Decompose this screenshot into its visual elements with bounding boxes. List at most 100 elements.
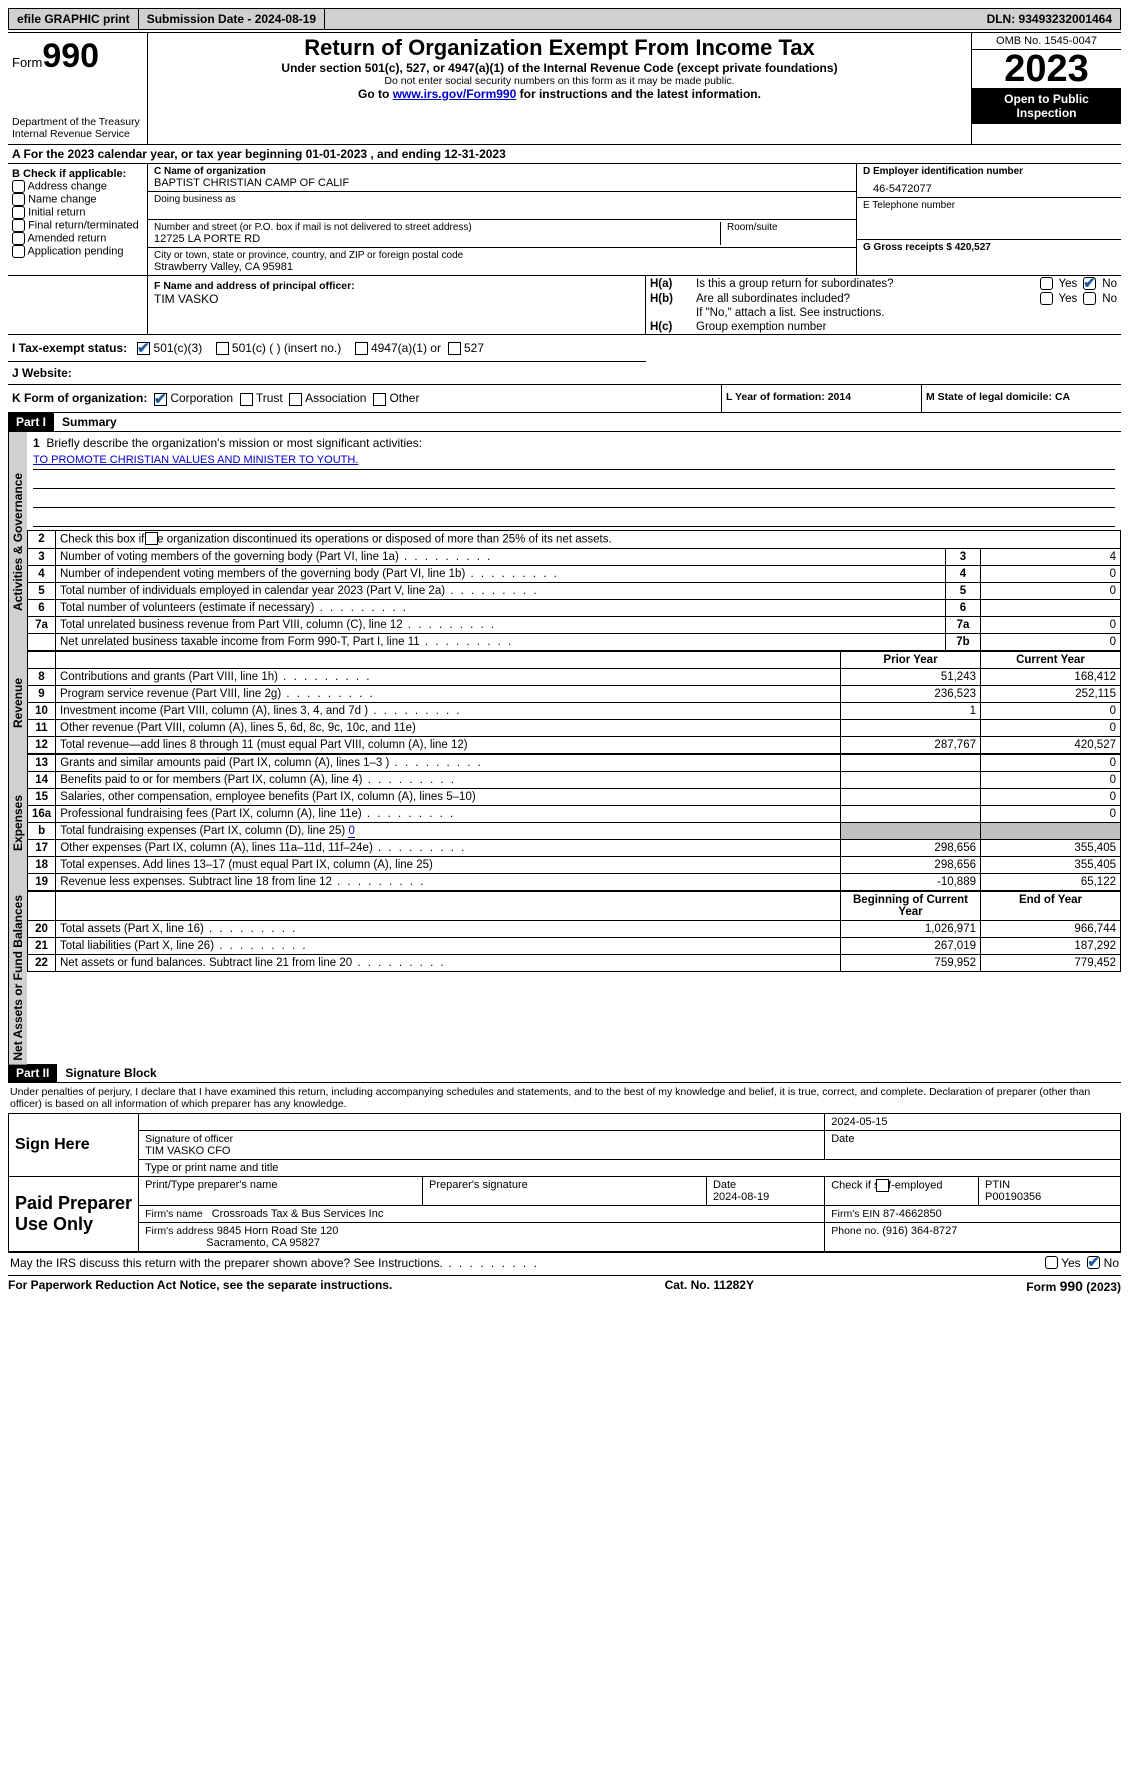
line-a-tax-year: A For the 2023 calendar year, or tax yea… (8, 144, 1121, 163)
irs-link[interactable]: www.irs.gov/Form990 (393, 87, 517, 101)
sig-date: 2024-05-15 (825, 1114, 1121, 1131)
val-6 (981, 599, 1121, 616)
e20: 966,744 (981, 920, 1121, 937)
check-name-change[interactable] (12, 193, 25, 206)
f-h-block: F Name and address of principal officer:… (8, 275, 1121, 334)
subtitle-2: Do not enter social security numbers on … (156, 75, 963, 87)
g-gross-receipts: G Gross receipts $ 420,527 (863, 242, 1115, 253)
i-label: I Tax-exempt status: (12, 341, 127, 355)
discuss-yes[interactable] (1045, 1256, 1058, 1269)
firm-addr-2: Sacramento, CA 95827 (206, 1237, 320, 1249)
self-employed: Check if self-employed (825, 1177, 979, 1206)
discuss-no[interactable] (1087, 1256, 1100, 1269)
entity-info-block: B Check if applicable: Address change Na… (8, 163, 1121, 275)
line-17: Other expenses (Part IX, column (A), lin… (56, 839, 841, 856)
c12: 420,527 (981, 736, 1121, 753)
check-address-change[interactable] (12, 180, 25, 193)
line-22: Net assets or fund balances. Subtract li… (56, 954, 841, 971)
line-7b: Net unrelated business taxable income fr… (56, 633, 946, 650)
net-assets-section: Net Assets or Fund Balances Beginning of… (8, 891, 1121, 1065)
i-j-block: I Tax-exempt status: 501(c)(3) 501(c) ( … (8, 334, 1121, 384)
check-assoc[interactable] (289, 393, 302, 406)
check-trust[interactable] (240, 393, 253, 406)
val-7a: 0 (981, 616, 1121, 633)
line-16a: Professional fundraising fees (Part IX, … (56, 805, 841, 822)
check-4947[interactable] (355, 342, 368, 355)
l-year-formation: L Year of formation: 2014 (721, 385, 921, 411)
ha-no[interactable] (1083, 277, 1096, 290)
tax-year: 2023 (972, 50, 1121, 88)
c10: 0 (981, 702, 1121, 719)
val-4: 0 (981, 565, 1121, 582)
check-501c[interactable] (216, 342, 229, 355)
firm-phone: (916) 364-8727 (882, 1225, 957, 1237)
check-501c3[interactable] (137, 342, 150, 355)
eoy-header: End of Year (981, 891, 1121, 920)
hb-no[interactable] (1083, 292, 1096, 305)
line-11: Other revenue (Part VIII, column (A), li… (56, 719, 841, 736)
c17: 355,405 (981, 839, 1121, 856)
page-footer: For Paperwork Reduction Act Notice, see … (8, 1275, 1121, 1294)
form-header: Form990 Department of the Treasury Inter… (8, 32, 1121, 144)
line-10: Investment income (Part VIII, column (A)… (56, 702, 841, 719)
check-other[interactable] (373, 393, 386, 406)
j-website-label: J Website: (12, 366, 72, 380)
check-discontinued[interactable] (145, 532, 158, 545)
f-label: F Name and address of principal officer: (154, 280, 639, 292)
city-state-zip: Strawberry Valley, CA 95981 (154, 261, 850, 273)
side-revenue: Revenue (8, 651, 27, 754)
check-app-pending[interactable] (12, 245, 25, 258)
form-ref: Form 990 (2023) (1026, 1278, 1121, 1294)
check-self-employed[interactable] (876, 1179, 889, 1192)
ha-label: H(a) (650, 278, 690, 290)
p10: 1 (841, 702, 981, 719)
dept-treasury: Department of the Treasury (12, 116, 143, 128)
city-label: City or town, state or province, country… (154, 250, 850, 261)
line-7a: Total unrelated business revenue from Pa… (56, 616, 946, 633)
hb-yes[interactable] (1040, 292, 1053, 305)
check-corp[interactable] (154, 393, 167, 406)
check-initial-return[interactable] (12, 206, 25, 219)
efile-print-button[interactable]: efile GRAPHIC print (9, 9, 139, 29)
c19: 65,122 (981, 873, 1121, 890)
line-3: Number of voting members of the governin… (56, 548, 946, 565)
d-ein-label: D Employer identification number (863, 166, 1115, 177)
line-19: Revenue less expenses. Subtract line 18 … (56, 873, 841, 890)
check-final-return[interactable] (12, 219, 25, 232)
line-1-label: Briefly describe the organization's miss… (46, 436, 422, 450)
e22: 779,452 (981, 954, 1121, 971)
hc-label: Group exemption number (696, 321, 826, 333)
line-8: Contributions and grants (Part VIII, lin… (56, 668, 841, 685)
p9: 236,523 (841, 685, 981, 702)
top-bar: efile GRAPHIC print Submission Date - 20… (8, 8, 1121, 30)
expenses-section: Expenses 13Grants and similar amounts pa… (8, 754, 1121, 891)
prior-year-header: Prior Year (841, 651, 981, 668)
governance-section: Activities & Governance 1 Briefly descri… (8, 431, 1121, 651)
line-4: Number of independent voting members of … (56, 565, 946, 582)
val-5: 0 (981, 582, 1121, 599)
line-15: Salaries, other compensation, employee b… (56, 788, 841, 805)
k-label: K Form of organization: (12, 391, 147, 405)
line-9: Program service revenue (Part VIII, line… (56, 685, 841, 702)
side-net-assets: Net Assets or Fund Balances (8, 891, 27, 1065)
b22: 759,952 (841, 954, 981, 971)
b-label: B Check if applicable: (12, 168, 143, 180)
check-527[interactable] (448, 342, 461, 355)
m-domicile: M State of legal domicile: CA (921, 385, 1121, 411)
form-number: Form990 (12, 37, 143, 76)
submission-date: Submission Date - 2024-08-19 (139, 9, 325, 29)
side-governance: Activities & Governance (8, 432, 27, 651)
check-amended[interactable] (12, 232, 25, 245)
sig-officer-label: Signature of officer (145, 1133, 818, 1145)
ha-yes[interactable] (1040, 277, 1053, 290)
discuss-row: May the IRS discuss this return with the… (8, 1252, 1121, 1273)
line-6: Total number of volunteers (estimate if … (56, 599, 946, 616)
form-title: Return of Organization Exempt From Incom… (156, 35, 963, 61)
dln: DLN: 93493232001464 (979, 9, 1120, 29)
hb-label: H(b) (650, 293, 690, 305)
sign-here-label: Sign Here (9, 1114, 139, 1177)
ein-value: 46-5472077 (863, 177, 1115, 195)
part-1-header: Part ISummary (8, 413, 1121, 431)
p17: 298,656 (841, 839, 981, 856)
inspection-notice: Open to Public Inspection (972, 88, 1121, 124)
